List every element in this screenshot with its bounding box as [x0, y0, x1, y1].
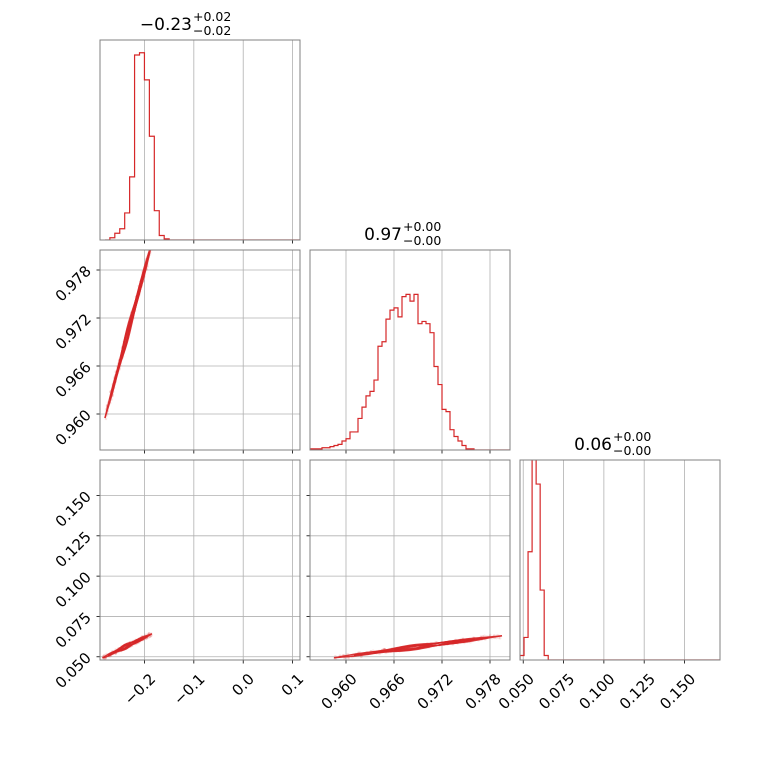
sample-point	[488, 633, 492, 637]
title-lower-error: −0.00	[613, 443, 651, 458]
x-tick-label: 0.100	[576, 670, 619, 713]
sample-point	[152, 230, 155, 233]
contour-line	[393, 640, 462, 651]
title-lower-error: −0.00	[403, 233, 441, 248]
sample-point	[498, 636, 502, 640]
x-tick-label: 0.1	[278, 670, 308, 700]
y-tick-label: 0.966	[52, 358, 95, 401]
histogram-step	[520, 460, 720, 660]
sample-point	[153, 231, 156, 234]
x-tick-label: 0.978	[462, 670, 505, 713]
contour-layer	[101, 631, 153, 660]
x-tick-label: 0.075	[535, 670, 578, 713]
histogram-step	[104, 52, 300, 240]
sample-point	[152, 234, 155, 237]
title-upper-error: +0.00	[613, 429, 651, 444]
y-tick-label: 0.150	[52, 488, 95, 531]
title-lower-error: −0.02	[193, 23, 231, 38]
panel-diag-0: −0.23 +0.02−0.02	[99, 9, 301, 244]
x-tick-label: 0.050	[495, 670, 538, 713]
y-tick-label: 0.972	[52, 310, 95, 353]
x-tick-label: 0.150	[656, 670, 699, 713]
sample-point	[103, 657, 106, 660]
contour-layer	[104, 228, 156, 421]
y-tick-label: 0.978	[52, 262, 95, 305]
sample-point	[149, 243, 152, 246]
axes-frame	[99, 459, 301, 661]
contour-line	[119, 288, 141, 363]
panel-pair-1-0: 0.960 0.966 0.972 0.978	[52, 228, 301, 454]
title-upper-error: +0.00	[403, 219, 441, 234]
y-tick-label: 0.960	[52, 406, 95, 449]
sample-point	[149, 245, 152, 248]
x-tick-label: 0.972	[414, 670, 457, 713]
x-tick-label: −0.2	[121, 670, 159, 708]
title-upper-error: +0.02	[193, 9, 231, 24]
axes-frame	[99, 39, 301, 241]
x-tick-label: 0.960	[318, 670, 361, 713]
sample-point	[104, 417, 108, 421]
sample-point	[497, 636, 501, 640]
y-tick-label: 0.100	[52, 568, 95, 611]
x-tick-label: 0.966	[366, 670, 409, 713]
title-median: 0.97	[364, 225, 402, 245]
sample-point	[153, 228, 156, 231]
axes-frame	[309, 459, 511, 661]
sample-point	[150, 241, 153, 244]
panel-pair-2-1: 0.960 0.966 0.972 0.978	[306, 459, 511, 713]
histogram-step	[310, 293, 510, 450]
x-tick-label: 0.125	[616, 670, 659, 713]
contour-layer	[333, 633, 503, 660]
title-median: −0.23	[140, 15, 192, 35]
x-tick-label: 0.0	[228, 670, 258, 700]
axes-frame	[99, 249, 301, 451]
axes-frame	[519, 459, 721, 661]
axes-frame	[309, 249, 511, 451]
sample-point	[149, 245, 152, 248]
contour-line	[118, 639, 139, 651]
title-median: 0.06	[574, 435, 612, 455]
sample-point	[342, 657, 346, 660]
panel-diag-1: 0.97 +0.00−0.00	[309, 219, 511, 454]
sample-point	[483, 634, 486, 638]
y-tick-label: 0.050	[52, 649, 95, 692]
y-tick-label: 0.075	[52, 609, 95, 652]
sample-point	[151, 237, 154, 240]
x-tick-label: −0.1	[170, 670, 208, 708]
y-tick-label: 0.125	[52, 528, 95, 571]
